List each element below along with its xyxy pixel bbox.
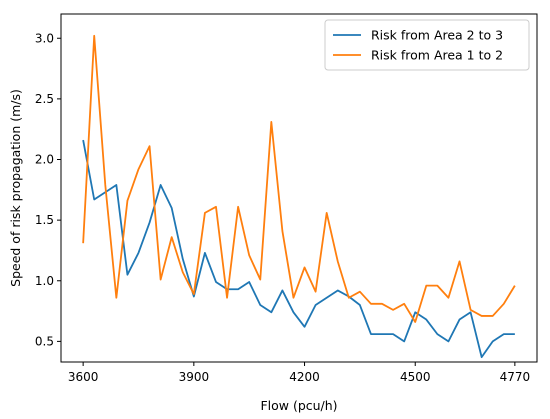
legend-label-2: Risk from Area 1 to 2 — [371, 48, 503, 63]
axes-frame — [60, 13, 538, 363]
y-axis-label: Speed of risk propagation (m/s) — [8, 89, 23, 287]
series-line-1 — [82, 139, 515, 359]
y-axis: 0.5 1.0 1.5 2.0 2.5 3.0 — [35, 31, 61, 348]
x-tick-label: 4770 — [500, 370, 531, 384]
x-tick-label: 4500 — [400, 370, 431, 384]
y-tick-label: 3.0 — [35, 31, 54, 45]
y-tick-label: 1.0 — [35, 274, 54, 288]
legend-box — [324, 19, 530, 71]
x-tick-label: 3900 — [179, 370, 210, 384]
series-line-2 — [82, 34, 516, 323]
legend: Risk from Area 2 to 3 Risk from Area 1 to… — [324, 19, 530, 71]
x-tick-label: 3600 — [68, 370, 99, 384]
x-axis-label: Flow (pcu/h) — [260, 398, 337, 413]
x-axis: 3600 3900 4200 4500 4770 — [68, 362, 530, 384]
legend-label-1: Risk from Area 2 to 3 — [371, 28, 503, 43]
y-tick-label: 2.0 — [35, 153, 54, 167]
x-tick-label: 4200 — [289, 370, 320, 384]
y-tick-label: 2.5 — [35, 92, 54, 106]
y-tick-label: 1.5 — [35, 213, 54, 227]
y-tick-label: 0.5 — [35, 334, 54, 348]
plot-area — [82, 34, 516, 359]
